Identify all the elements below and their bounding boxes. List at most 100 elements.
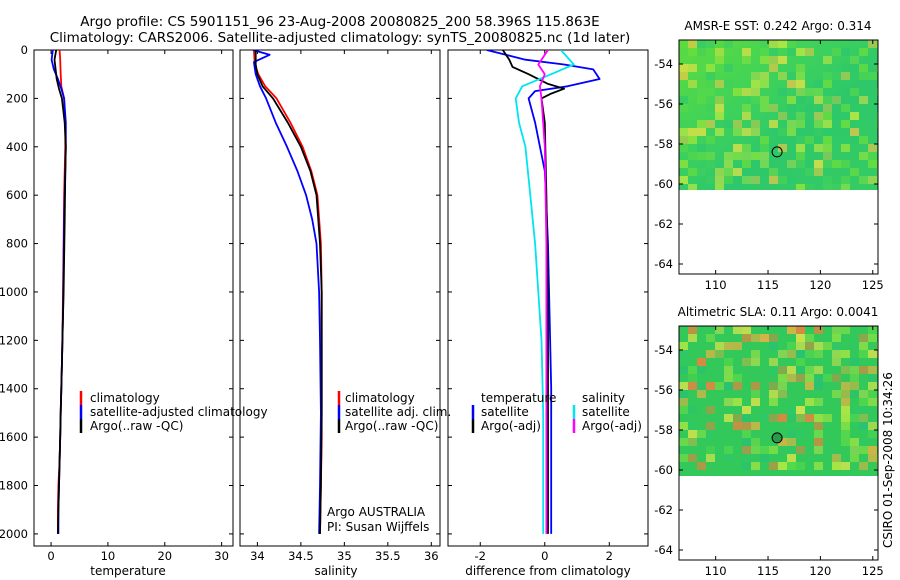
- field-cell: [805, 104, 814, 112]
- field-cell: [760, 104, 769, 112]
- field-cell: [868, 398, 877, 406]
- field-cell: [841, 398, 850, 406]
- temperature-panel: 0 200 400 600 800 1000 1200 1400 1600 1800 2000 0 1…: [0, 43, 268, 578]
- field-cell: [796, 430, 805, 438]
- field-cell: [697, 366, 706, 374]
- field-cell: [679, 382, 688, 390]
- x-tick-label: 115: [757, 564, 779, 578]
- legend-label-temp-argo: Argo(-adj): [481, 419, 541, 433]
- field-cell: [697, 462, 706, 470]
- field-cell: [760, 40, 769, 48]
- field-cell: [832, 350, 841, 358]
- field-cell: [715, 382, 724, 390]
- field-cell: [733, 152, 742, 160]
- field-cell: [769, 446, 778, 454]
- field-cell: [679, 342, 688, 350]
- field-cell: [868, 390, 877, 398]
- field-cell: [733, 40, 742, 48]
- field-cell: [850, 112, 859, 120]
- salinity-xlabel: salinity: [314, 564, 357, 578]
- field-cell: [724, 80, 733, 88]
- field-cell: [832, 72, 841, 80]
- field-cell: [841, 462, 850, 470]
- field-cell: [796, 120, 805, 128]
- field-cell: [742, 160, 751, 168]
- y-tick-label: -62: [654, 217, 673, 231]
- field-cell: [688, 454, 697, 462]
- field-cell: [814, 40, 823, 48]
- field-cell: [778, 144, 787, 152]
- field-cell: [706, 152, 715, 160]
- field-cell: [769, 56, 778, 64]
- field-cell: [733, 414, 742, 422]
- field-cell: [751, 438, 760, 446]
- field-cell: [760, 72, 769, 80]
- field-cell: [832, 334, 841, 342]
- field-cell: [787, 152, 796, 160]
- field-cell: [850, 406, 859, 414]
- y-tick-label: 1000: [0, 285, 28, 299]
- field-cell: [751, 390, 760, 398]
- field-cell: [688, 382, 697, 390]
- sst-map-panel: AMSR-E SST: 0.242 Argo: 0.314 -54-56-58-…: [654, 19, 884, 292]
- field-cell: [724, 40, 733, 48]
- field-cell: [769, 176, 778, 184]
- field-cell: [733, 398, 742, 406]
- field-cell: [715, 128, 724, 136]
- field-cell: [805, 414, 814, 422]
- field-cell: [805, 136, 814, 144]
- sst-argo-location-marker: [771, 146, 783, 158]
- field-cell: [787, 430, 796, 438]
- field-cell: [823, 136, 832, 144]
- field-cell: [769, 414, 778, 422]
- field-cell: [724, 374, 733, 382]
- field-cell: [841, 104, 850, 112]
- field-cell: [742, 430, 751, 438]
- x-tick-label: 110: [705, 564, 727, 578]
- field-cell: [787, 406, 796, 414]
- field-cell: [697, 48, 706, 56]
- field-cell: [859, 152, 868, 160]
- field-cell: [823, 152, 832, 160]
- field-cell: [841, 406, 850, 414]
- field-cell: [733, 88, 742, 96]
- field-cell: [733, 184, 742, 190]
- field-cell: [724, 152, 733, 160]
- field-cell: [778, 366, 787, 374]
- field-cell: [706, 422, 715, 430]
- field-cell: [787, 96, 796, 104]
- field-cell: [787, 462, 796, 470]
- field-cell: [778, 56, 787, 64]
- field-cell: [769, 342, 778, 350]
- field-cell: [679, 144, 688, 152]
- field-cell: [868, 422, 877, 430]
- field-cell: [778, 374, 787, 382]
- field-cell: [868, 152, 877, 160]
- field-cell: [841, 350, 850, 358]
- field-cell: [868, 366, 877, 374]
- field-cell: [823, 80, 832, 88]
- field-cell: [706, 64, 715, 72]
- field-cell: [679, 390, 688, 398]
- field-cell: [868, 334, 877, 342]
- field-cell: [841, 184, 850, 190]
- field-cell: [688, 334, 697, 342]
- y-tick-label: 200: [6, 91, 28, 105]
- y-tick-label: 1800: [0, 479, 28, 493]
- legend-label-sal-argo: Argo(-adj): [582, 419, 642, 433]
- legend-label-sal-satellite: satellite: [582, 405, 630, 419]
- field-cell: [868, 382, 877, 390]
- sla-argo-location-marker: [771, 432, 783, 444]
- field-cell: [787, 454, 796, 462]
- field-cell: [814, 374, 823, 382]
- y-tick-label: 2000: [0, 527, 28, 541]
- field-cell: [742, 128, 751, 136]
- field-cell: [697, 430, 706, 438]
- field-cell: [769, 64, 778, 72]
- field-cell: [814, 144, 823, 152]
- difference-panel: -2 0 2 difference from climatology tempera…: [447, 49, 649, 578]
- field-cell: [778, 462, 787, 470]
- legend-label-argo: Argo(..raw -QC): [345, 419, 438, 433]
- field-cell: [787, 374, 796, 382]
- field-cell: [742, 152, 751, 160]
